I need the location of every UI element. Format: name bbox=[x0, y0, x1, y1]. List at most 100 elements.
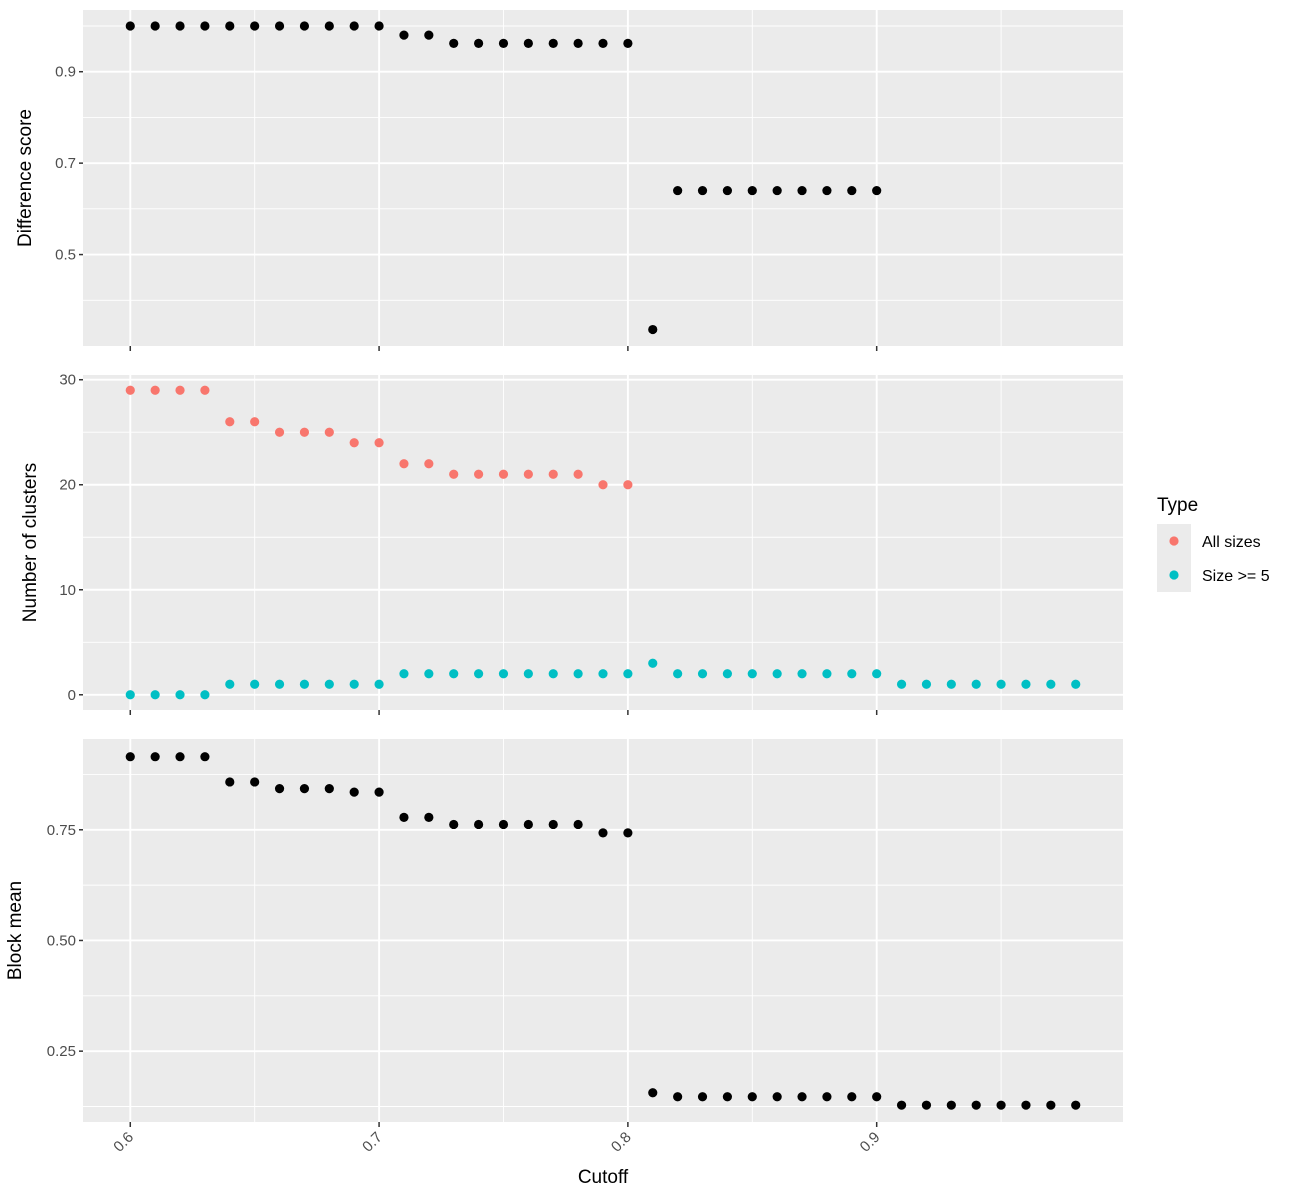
data-point bbox=[299, 783, 310, 794]
data-point bbox=[847, 1092, 857, 1102]
legend: Type All sizes Size >= 5 bbox=[1157, 495, 1270, 592]
data-point bbox=[349, 438, 359, 448]
data-point bbox=[473, 469, 484, 479]
data-point bbox=[225, 679, 235, 689]
data-point bbox=[1021, 1100, 1031, 1110]
panel-number-of-clusters: 0 10 20 30 Number of clusters bbox=[20, 372, 1123, 715]
data-point bbox=[697, 1092, 708, 1102]
data-point bbox=[150, 385, 160, 395]
data-point bbox=[150, 690, 160, 700]
data-point bbox=[872, 1092, 882, 1102]
data-point bbox=[225, 21, 235, 31]
data-point bbox=[200, 690, 210, 700]
data-point bbox=[449, 669, 459, 679]
data-point bbox=[1046, 1100, 1056, 1110]
legend-label-all-sizes: All sizes bbox=[1202, 534, 1261, 551]
data-point bbox=[125, 385, 135, 395]
data-point bbox=[274, 783, 285, 794]
data-point bbox=[971, 679, 981, 689]
data-point bbox=[150, 752, 160, 762]
data-point bbox=[175, 752, 185, 762]
data-point bbox=[324, 21, 334, 31]
data-point bbox=[921, 679, 932, 689]
data-point bbox=[548, 819, 558, 830]
data-point bbox=[573, 469, 583, 479]
data-point bbox=[299, 21, 310, 31]
data-point bbox=[150, 21, 160, 31]
series-points bbox=[125, 21, 882, 335]
data-point bbox=[299, 679, 310, 689]
data-point bbox=[772, 669, 782, 679]
data-point bbox=[722, 185, 733, 196]
legend-label-size-5: Size >= 5 bbox=[1202, 568, 1270, 585]
data-point bbox=[673, 669, 683, 679]
data-point bbox=[225, 417, 235, 427]
data-point bbox=[175, 21, 185, 31]
y-tick-label: 0.5 bbox=[55, 247, 76, 264]
data-point bbox=[772, 185, 782, 196]
x-axis-title: Cutoff bbox=[578, 1167, 629, 1188]
data-point bbox=[374, 438, 384, 448]
data-point bbox=[623, 669, 633, 679]
y-axis-title: Number of clusters bbox=[20, 463, 41, 622]
data-point bbox=[573, 38, 583, 48]
data-point bbox=[498, 669, 509, 679]
data-point bbox=[125, 21, 135, 31]
data-point bbox=[872, 185, 882, 196]
data-point bbox=[250, 21, 260, 31]
data-point bbox=[200, 752, 210, 762]
data-point bbox=[772, 1092, 782, 1102]
panel-background bbox=[83, 375, 1123, 710]
data-point bbox=[722, 1092, 733, 1102]
data-point bbox=[921, 1100, 932, 1110]
data-point bbox=[473, 669, 484, 679]
legend-marker-all-sizes bbox=[1169, 536, 1179, 546]
data-point bbox=[374, 787, 384, 797]
data-point bbox=[1071, 679, 1081, 689]
data-point bbox=[648, 658, 658, 668]
data-point bbox=[797, 669, 807, 679]
data-point bbox=[200, 21, 210, 31]
data-point bbox=[175, 385, 185, 395]
data-point bbox=[349, 787, 359, 797]
data-point bbox=[424, 459, 434, 469]
data-point bbox=[299, 427, 310, 437]
data-point bbox=[896, 679, 907, 689]
data-point bbox=[523, 669, 533, 679]
data-point bbox=[847, 185, 857, 196]
y-tick-label: 30 bbox=[59, 372, 76, 389]
data-point bbox=[523, 38, 533, 48]
y-tick-label: 0.9 bbox=[55, 64, 76, 81]
data-point bbox=[324, 783, 334, 794]
data-point bbox=[374, 679, 384, 689]
data-point bbox=[200, 385, 210, 395]
x-tick-label: 0.9 bbox=[857, 1129, 884, 1156]
data-point bbox=[250, 777, 260, 787]
data-point bbox=[598, 669, 608, 679]
data-point bbox=[349, 679, 359, 689]
data-point bbox=[822, 185, 832, 196]
data-point bbox=[872, 669, 882, 679]
data-point bbox=[274, 427, 285, 437]
data-point bbox=[996, 679, 1006, 689]
data-point bbox=[175, 690, 185, 700]
data-point bbox=[598, 828, 608, 838]
data-point bbox=[946, 1100, 956, 1110]
data-point bbox=[523, 819, 533, 830]
legend-title: Type bbox=[1157, 495, 1198, 516]
data-point bbox=[225, 777, 235, 787]
data-point bbox=[847, 669, 857, 679]
data-point bbox=[324, 427, 334, 437]
data-point bbox=[374, 21, 384, 31]
y-tick-label: 0 bbox=[68, 687, 76, 704]
data-point bbox=[473, 819, 484, 830]
data-point bbox=[498, 469, 509, 479]
legend-marker-size-5 bbox=[1169, 570, 1179, 580]
data-point bbox=[424, 669, 434, 679]
data-point bbox=[473, 38, 484, 48]
data-point bbox=[623, 38, 633, 48]
data-point bbox=[399, 459, 409, 469]
series-all-sizes bbox=[125, 385, 633, 490]
y-tick-label: 20 bbox=[59, 477, 76, 494]
